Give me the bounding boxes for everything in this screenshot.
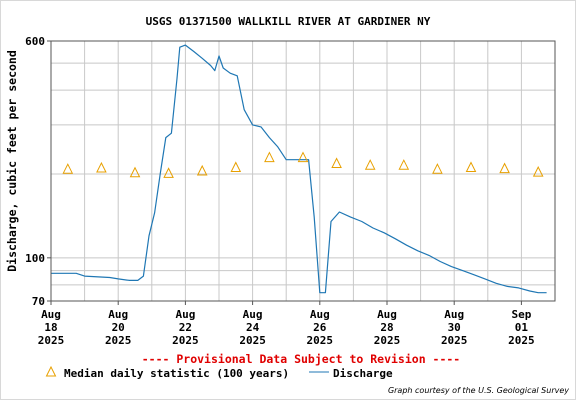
x-tick-label: Aug <box>41 308 61 321</box>
x-tick-label: 28 <box>380 321 393 334</box>
x-tick-label: Aug <box>310 308 330 321</box>
x-tick-label: 2025 <box>374 334 401 347</box>
x-tick-label: Aug <box>175 308 195 321</box>
x-tick-label: 2025 <box>441 334 468 347</box>
y-tick-label: 600 <box>25 35 45 48</box>
median-marker <box>297 151 309 163</box>
x-tick-label: 20 <box>112 321 125 334</box>
y-tick-label: 70 <box>32 295 45 308</box>
x-tick-label: 2025 <box>38 334 65 347</box>
plot-grid <box>51 41 555 301</box>
y-tick-label: 100 <box>25 252 45 265</box>
plot-area-frame <box>50 40 556 302</box>
median-marker <box>432 163 443 174</box>
x-tick-label: 22 <box>179 321 192 334</box>
median-marker <box>163 167 174 178</box>
x-tick-label: 2025 <box>172 334 199 347</box>
median-marker <box>129 166 141 178</box>
x-tick-label: 18 <box>44 321 57 334</box>
x-tick-label: 01 <box>515 321 529 334</box>
x-tick-label: Aug <box>243 308 263 321</box>
median-marker <box>62 163 74 174</box>
median-legend-label: Median daily statistic (100 years) <box>64 367 289 380</box>
x-tick-label: 24 <box>246 321 260 334</box>
median-marker <box>364 159 376 170</box>
x-tick-label: Aug <box>108 308 128 321</box>
provisional-data-notice: ---- Provisional Data Subject to Revisio… <box>142 352 461 366</box>
x-tick-label: 2025 <box>105 334 132 347</box>
x-tick-label: Aug <box>444 308 464 321</box>
x-axis-ticks: Aug182025Aug202025Aug222025Aug242025Aug2… <box>38 301 535 347</box>
x-tick-label: 26 <box>313 321 327 334</box>
chart-title: USGS 01371500 WALLKILL RIVER AT GARDINER… <box>146 15 431 28</box>
median-legend-marker <box>45 365 57 377</box>
median-marker <box>331 157 342 169</box>
x-tick-label: Aug <box>377 308 397 321</box>
median-marker <box>398 159 410 170</box>
discharge-series-line <box>51 44 547 294</box>
median-marker <box>532 166 544 177</box>
x-tick-label: 30 <box>448 321 461 334</box>
discharge-legend-label: Discharge <box>333 367 393 380</box>
y-axis-label: Discharge, cubic feet per second <box>5 50 19 272</box>
median-marker <box>264 151 275 163</box>
graph-credit: Graph courtesy of the U.S. Geological Su… <box>388 386 569 395</box>
x-tick-label: 2025 <box>239 334 266 347</box>
x-tick-label: Sep <box>511 308 531 321</box>
median-marker <box>196 164 208 176</box>
chart-legend: Median daily statistic (100 years) Disch… <box>45 365 393 380</box>
median-marker <box>499 162 510 174</box>
x-tick-label: 2025 <box>508 334 535 347</box>
median-marker <box>96 161 107 173</box>
x-tick-label: 2025 <box>307 334 334 347</box>
series-layer <box>51 44 547 294</box>
median-marker <box>230 161 242 172</box>
y-axis-ticks: 70 100 600 <box>25 35 51 308</box>
median-marker <box>465 161 477 172</box>
